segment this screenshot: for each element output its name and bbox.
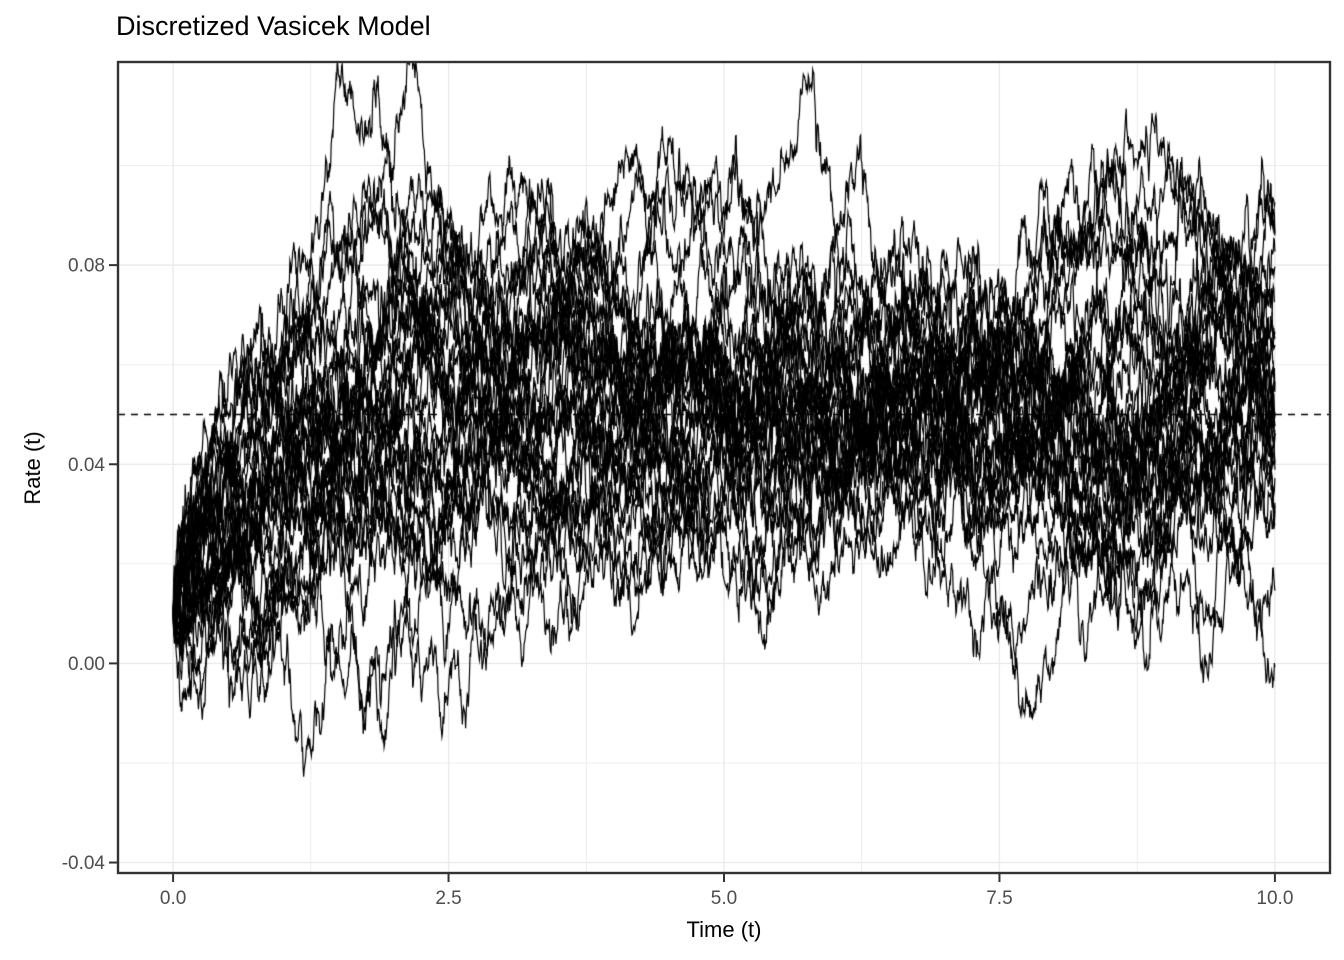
y-tick-label: -0.04 [62, 853, 106, 874]
x-tick-label: 2.5 [435, 888, 461, 909]
y-axis-title: Rate (t) [20, 431, 45, 505]
x-tick-label: 5.0 [711, 888, 737, 909]
x-tick-label: 10.0 [1256, 888, 1293, 909]
y-tick-label: 0.00 [68, 654, 105, 675]
y-tick-label: 0.04 [68, 455, 105, 476]
y-tick-label: 0.08 [68, 256, 105, 277]
x-axis-title: Time (t) [686, 917, 762, 942]
x-tick-label: 0.0 [160, 888, 186, 909]
x-tick-label: 7.5 [986, 888, 1012, 909]
